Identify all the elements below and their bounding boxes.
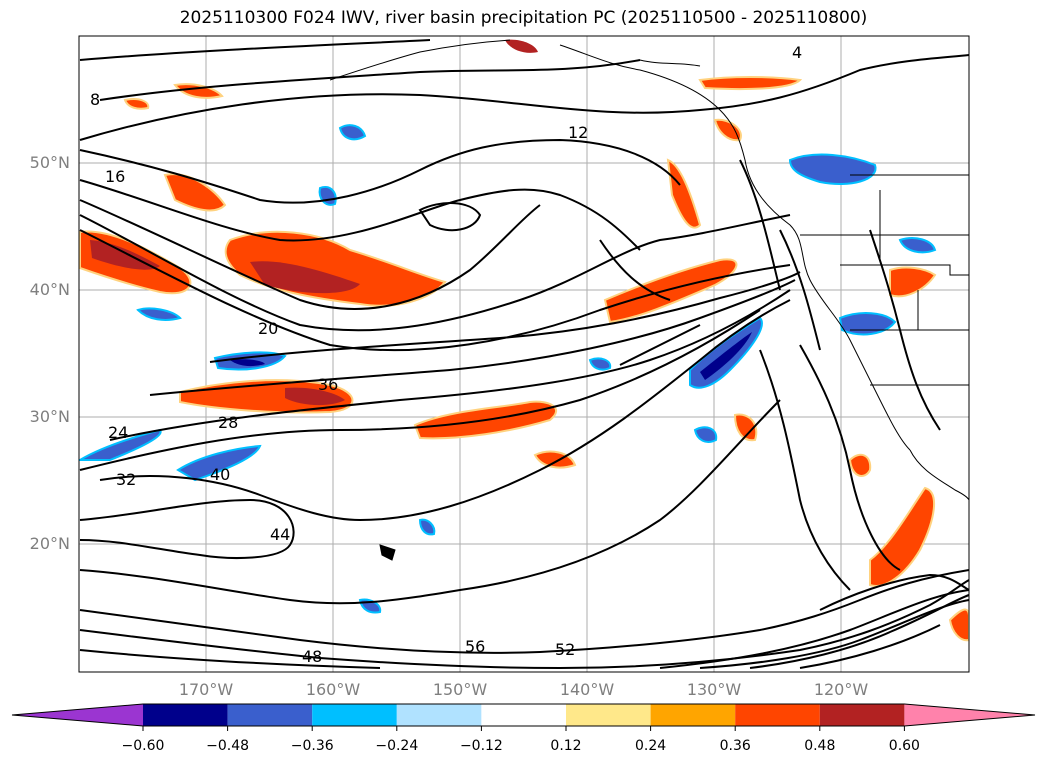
- colorbar-segment: [650, 704, 736, 726]
- colorbar-segment: [481, 704, 566, 726]
- contour-label-32: 32: [116, 470, 136, 489]
- lat-label-50n: 50°N: [29, 153, 70, 172]
- map-frame-bg: [79, 36, 969, 672]
- colorbar: [11, 703, 1036, 731]
- lon-label-150w: 150°W: [432, 680, 488, 699]
- contour-label-36: 36: [318, 375, 338, 394]
- contour-labels: 4 8 12 16 20 24 28 32 36 40 44 48 52 56: [90, 43, 802, 666]
- lat-label-20n: 20°N: [29, 534, 70, 553]
- lon-label-170w: 170°W: [178, 680, 234, 699]
- colorbar-segment: [312, 704, 397, 726]
- lon-label-120w: 120°W: [813, 680, 869, 699]
- colorbar-tick-label: −0.60: [121, 738, 165, 754]
- lat-label-40n: 40°N: [29, 280, 70, 299]
- positive-precip-patches: [79, 39, 969, 642]
- lon-label-140w: 140°W: [559, 680, 615, 699]
- colorbar-tick-label: 0.36: [719, 738, 751, 754]
- contour-label-24: 24: [108, 423, 128, 442]
- colorbar-segment: [566, 704, 651, 726]
- contour-label-28: 28: [218, 413, 238, 432]
- colorbar-extend-min: [12, 704, 143, 726]
- colorbar-segment: [819, 704, 905, 726]
- colorbar-segment: [143, 704, 228, 726]
- colorbar-segment: [227, 704, 313, 726]
- colorbar-extend-max: [904, 704, 1035, 726]
- contour-label-16: 16: [105, 167, 125, 186]
- colorbar-tick-label: −0.12: [459, 738, 503, 754]
- colorbar-tick-label: 0.24: [635, 738, 667, 754]
- colorbar-tick-label: −0.24: [375, 738, 419, 754]
- colorbar-tick-label: −0.48: [206, 738, 250, 754]
- contour-label-20: 20: [258, 319, 278, 338]
- contour-label-8: 8: [90, 90, 100, 109]
- colorbar-segment: [735, 704, 820, 726]
- coastline: [329, 39, 969, 561]
- lon-label-160w: 160°W: [305, 680, 361, 699]
- contour-label-52: 52: [555, 640, 575, 659]
- colorbar-tick-label: 0.60: [888, 738, 920, 754]
- contour-label-40: 40: [210, 465, 230, 484]
- contour-label-44: 44: [270, 525, 290, 544]
- colorbar-tick-label: 0.48: [804, 738, 836, 754]
- map-title: 2025110300 F024 IWV, river basin precipi…: [179, 8, 868, 28]
- colorbar-tick-label: 0.12: [550, 738, 582, 754]
- colorbar-tick-label: −0.36: [290, 738, 334, 754]
- negative-precip-patches: [79, 124, 937, 614]
- contour-label-12: 12: [568, 123, 588, 142]
- lon-label-130w: 130°W: [686, 680, 742, 699]
- colorbar-segment: [396, 704, 482, 726]
- lat-label-30n: 30°N: [29, 407, 70, 426]
- contour-label-56: 56: [465, 637, 485, 656]
- contour-label-4: 4: [792, 43, 802, 62]
- map-frame: [78, 35, 970, 673]
- contour-label-48: 48: [302, 647, 322, 666]
